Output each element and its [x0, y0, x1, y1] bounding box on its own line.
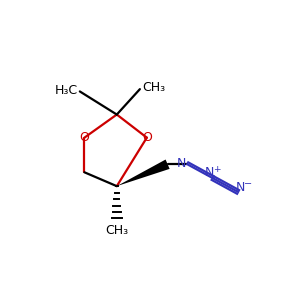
Text: N: N — [177, 157, 186, 170]
Text: +: + — [213, 165, 220, 174]
Text: H₃C: H₃C — [54, 84, 77, 97]
Text: O: O — [142, 131, 152, 144]
Text: CH₃: CH₃ — [105, 224, 128, 237]
Polygon shape — [117, 160, 170, 186]
Text: CH₃: CH₃ — [142, 82, 165, 94]
Text: O: O — [79, 131, 89, 144]
Text: −: − — [244, 179, 252, 189]
Text: N: N — [236, 181, 245, 194]
Text: N: N — [205, 167, 214, 179]
